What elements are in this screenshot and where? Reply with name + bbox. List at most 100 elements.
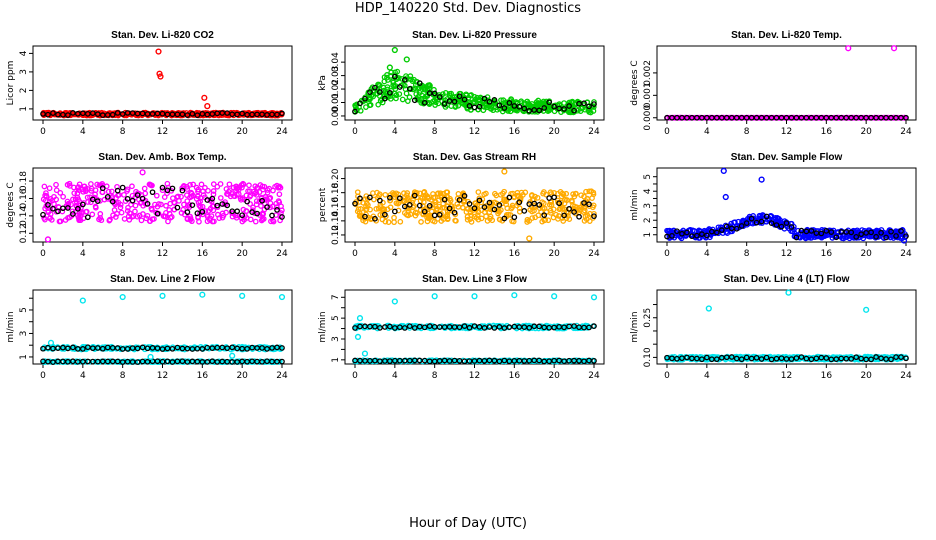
data-point-black	[511, 103, 518, 109]
data-point-black	[401, 325, 408, 331]
data-point	[81, 183, 88, 190]
data-point-black	[174, 344, 181, 351]
data-point	[171, 200, 178, 206]
outlier-point	[845, 45, 852, 52]
data-point	[490, 107, 496, 114]
data-point	[547, 209, 554, 216]
y-tick-label: 5	[331, 315, 341, 321]
data-point	[239, 218, 246, 225]
data-point	[463, 91, 469, 98]
data-point	[188, 190, 195, 197]
data-point	[124, 188, 130, 194]
y-tick-label: 0.02	[331, 79, 341, 99]
data-point-black	[748, 215, 755, 222]
data-point-black	[476, 197, 483, 204]
data-point	[168, 214, 175, 220]
y-tick-label: 0.14	[19, 206, 29, 226]
data-point	[356, 199, 363, 205]
data-point	[254, 184, 261, 191]
data-point	[481, 191, 487, 198]
data-point-black	[893, 233, 899, 239]
data-point-black	[224, 110, 231, 116]
data-point-black	[421, 99, 428, 106]
y-tick-label: 3	[19, 331, 29, 337]
data-point	[825, 114, 832, 121]
data-point	[258, 203, 264, 209]
data-point	[493, 192, 500, 199]
y-tick-label: 2	[643, 217, 653, 223]
data-point-black	[718, 227, 725, 233]
data-point-black	[421, 208, 428, 215]
data-point-black	[164, 358, 171, 365]
data-point-black	[79, 201, 86, 208]
data-point-black	[694, 232, 700, 239]
data-point	[554, 197, 561, 204]
y-axis-label: kPa	[318, 75, 328, 91]
data-point	[570, 191, 576, 197]
data-point	[53, 181, 59, 188]
x-tick-label: 24	[588, 127, 600, 137]
data-point	[124, 208, 131, 214]
y-axis-label: ml/min	[318, 311, 328, 342]
data-point	[509, 204, 515, 211]
x-tick-label: 20	[548, 249, 560, 259]
data-point-black	[99, 185, 106, 192]
data-point-black	[391, 208, 398, 215]
data-point	[390, 78, 396, 85]
data-point	[718, 224, 724, 231]
data-point-black	[501, 105, 508, 111]
outlier-point	[204, 103, 211, 110]
x-tick-label: 24	[276, 127, 288, 137]
x-tick-label: 8	[744, 371, 750, 381]
data-point	[464, 216, 471, 223]
data-point	[568, 357, 575, 364]
data-point-black	[669, 232, 675, 239]
data-point	[439, 205, 446, 211]
data-point	[527, 206, 534, 213]
data-point	[548, 191, 555, 197]
data-point-black	[476, 103, 483, 110]
data-point	[401, 82, 408, 89]
data-point	[840, 233, 847, 239]
data-point	[246, 182, 252, 189]
data-point	[101, 196, 108, 203]
x-tick-label: 20	[236, 371, 248, 381]
data-point	[360, 199, 366, 206]
data-point-black	[382, 95, 388, 102]
data-point-black	[833, 234, 840, 241]
panel-5: Stan. Dev. Gas Stream RH0 4 8 12 16 20 240.120…	[318, 152, 605, 259]
data-point-black	[521, 208, 528, 214]
data-point	[808, 234, 815, 241]
y-axis-label: degrees C	[630, 60, 640, 105]
x-tick-label: 4	[80, 249, 86, 259]
y-tick-label: 1	[643, 232, 653, 238]
outlier-point	[720, 167, 727, 175]
data-point-black	[778, 223, 785, 230]
data-point-black	[99, 345, 106, 352]
data-point-black	[858, 231, 865, 238]
panel-title: Stan. Dev. Li-820 Pressure	[412, 30, 537, 41]
data-point	[393, 200, 400, 207]
data-point-black	[279, 110, 285, 117]
data-point-black	[713, 229, 720, 236]
data-point-black	[352, 325, 358, 331]
data-point	[459, 204, 466, 211]
x-tick-label: 24	[900, 127, 912, 137]
data-point-black	[456, 324, 463, 331]
plot-frame	[656, 45, 917, 121]
data-point	[362, 218, 369, 225]
data-point	[501, 196, 508, 203]
data-point-black	[362, 213, 368, 220]
data-point-black	[531, 200, 538, 207]
data-point	[796, 114, 803, 121]
data-point-black	[878, 229, 884, 236]
data-point-black	[793, 234, 800, 241]
data-point	[405, 212, 412, 219]
data-point-black	[134, 192, 141, 198]
data-point	[736, 114, 742, 121]
data-point-black	[214, 202, 221, 209]
data-point-black	[416, 80, 423, 86]
y-tick-label: 7	[331, 294, 341, 300]
data-point-black	[436, 94, 443, 100]
